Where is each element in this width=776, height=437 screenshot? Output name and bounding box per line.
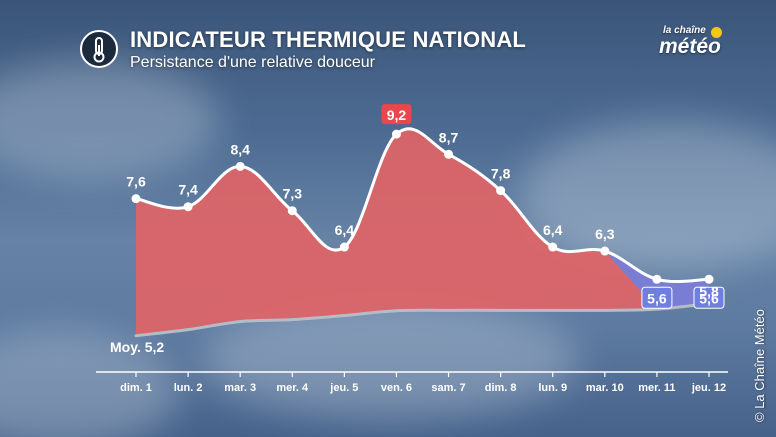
data-point [496, 186, 506, 196]
chart-subtitle: Persistance d'une relative douceur [130, 54, 375, 71]
x-tick-label: lun. 9 [538, 382, 567, 394]
data-point [600, 246, 610, 256]
data-point [391, 129, 401, 139]
x-tick-label: jeu. 5 [329, 382, 358, 394]
data-point [339, 242, 349, 252]
x-tick-label: mar. 3 [224, 382, 256, 394]
x-tick-label: sam. 7 [431, 382, 465, 394]
data-label: 6,4 [543, 222, 563, 238]
x-tick-label: mer. 11 [638, 382, 675, 394]
cloud-decoration [520, 120, 776, 270]
data-label: 5,6 [647, 290, 667, 306]
data-label: 7,3 [283, 186, 303, 202]
data-label: 8,7 [439, 129, 459, 145]
x-tick-label: jeu. 12 [691, 382, 726, 394]
data-point [548, 242, 558, 252]
chart-title: INDICATEUR THERMIQUE NATIONAL [130, 27, 527, 52]
x-tick-label: mer. 4 [276, 382, 309, 394]
data-point [235, 161, 245, 171]
x-tick-label: mar. 10 [586, 382, 624, 394]
logo-main-text: météo [659, 35, 721, 58]
copyright-text: © La Chaîne Météo [752, 309, 767, 422]
logo-top-text: la chaîne [663, 25, 706, 36]
data-point [131, 194, 141, 204]
average-end-label: 5,8 [699, 283, 719, 299]
below-average-badge [693, 286, 725, 309]
data-point [444, 149, 454, 159]
sun-icon [711, 27, 722, 38]
data-label: 8,4 [230, 141, 250, 157]
average-line [134, 301, 711, 338]
below-average-badge [641, 286, 673, 309]
data-point [652, 274, 662, 284]
data-label: 7,6 [126, 174, 146, 190]
data-label: 9,2 [387, 107, 407, 123]
data-label: 6,4 [335, 222, 355, 238]
data-point [704, 274, 714, 284]
warm-anomaly-area [136, 128, 709, 336]
x-tick-label: dim. 1 [120, 382, 152, 394]
x-tick-label: lun. 2 [174, 382, 203, 394]
data-point [287, 206, 297, 216]
data-point [183, 202, 193, 212]
data-label: 6,3 [595, 226, 615, 242]
average-label: Moy. 5,2 [110, 339, 164, 355]
x-tick-label: dim. 8 [485, 382, 517, 394]
data-label: 7,4 [178, 182, 198, 198]
brand-logo: la chaîne météo [655, 24, 723, 68]
x-tick-label: ven. 6 [381, 382, 412, 394]
data-label: 7,8 [491, 166, 511, 182]
cloud-decoration [0, 60, 220, 180]
data-label: 5,6 [699, 290, 719, 306]
max-value-badge [381, 104, 412, 125]
thermometer-icon [80, 30, 118, 68]
